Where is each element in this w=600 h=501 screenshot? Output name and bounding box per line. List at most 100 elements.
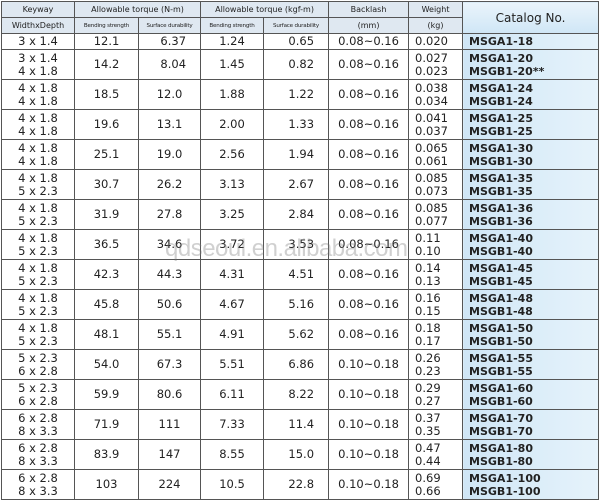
header-keyway: Keyway bbox=[1, 1, 75, 18]
catalog-cell-value: MSGB1-55 bbox=[469, 364, 533, 378]
catalog-cell-value: MSGB1-40 bbox=[469, 244, 533, 258]
surface-kgf-cell: 3.53 bbox=[263, 229, 330, 260]
weight-cell: 0.065 0.061 bbox=[408, 139, 464, 170]
catalog-cell-value: MSGB1-24 bbox=[469, 94, 533, 108]
weight-cell-value: 0.073 bbox=[415, 183, 448, 198]
weight-cell: 0.26 0.23 bbox=[408, 349, 464, 380]
weight-cell: 0.085 0.077 bbox=[408, 199, 464, 230]
backlash-cell: 0.08~0.16 bbox=[328, 139, 410, 170]
weight-cell-value: 0.077 bbox=[415, 213, 448, 228]
keyway-cell-value: 4 x 1.8 bbox=[18, 93, 58, 108]
keyway-cell: 4 x 1.8 5 x 2.3 bbox=[1, 199, 75, 230]
catalog-cell-value: MSGB1-70 bbox=[469, 424, 533, 438]
header-bending-nm: Bending strength bbox=[74, 17, 139, 34]
backlash-cell: 0.10~0.18 bbox=[328, 409, 410, 440]
weight-cell-value: 0.020 bbox=[415, 34, 448, 48]
bending-kgf-cell: 10.5 bbox=[200, 469, 265, 500]
table-row: 3 x 1.4 4 x 1.8 14.2 8.04 1.45 0.82 0.08~0.16 0… bbox=[1, 49, 600, 80]
weight-cell-value: 0.041 bbox=[415, 110, 448, 125]
backlash-cell: 0.10~0.18 bbox=[328, 379, 410, 410]
catalog-cell-value: MSGA1-45 bbox=[469, 261, 533, 275]
catalog-cell-value: MSGA1-55 bbox=[469, 351, 533, 365]
bending-kgf-cell: 4.67 bbox=[200, 289, 265, 320]
table-row: 4 x 1.8 4 x 1.8 18.5 12.0 1.88 1.22 0.08~0.16 0… bbox=[1, 79, 600, 110]
catalog-cell-value: MSGA1-40 bbox=[469, 231, 533, 245]
table-row: 3 x 1.4 12.1 6.37 1.24 0.65 0.08~0.16 0.020 MSG… bbox=[1, 33, 600, 50]
weight-cell-value: 0.35 bbox=[415, 423, 441, 438]
weight-cell-value: 0.023 bbox=[415, 63, 448, 78]
weight-cell-value: 0.065 bbox=[415, 140, 448, 155]
keyway-cell-value: 4 x 1.8 bbox=[18, 260, 58, 275]
backlash-cell: 0.10~0.18 bbox=[328, 349, 410, 380]
bending-nm-cell: 83.9 bbox=[74, 439, 139, 470]
weight-cell-value: 0.034 bbox=[415, 93, 448, 108]
backlash-cell: 0.10~0.18 bbox=[328, 439, 410, 470]
catalog-cell-value: MSGA1-80 bbox=[469, 441, 533, 455]
backlash-cell: 0.08~0.16 bbox=[328, 79, 410, 110]
weight-cell-value: 0.47 bbox=[415, 440, 441, 455]
bending-kgf-cell: 1.88 bbox=[200, 79, 265, 110]
keyway-cell: 5 x 2.3 6 x 2.8 bbox=[1, 379, 75, 410]
keyway-cell-value: 5 x 2.3 bbox=[18, 350, 58, 365]
weight-cell: 0.11 0.10 bbox=[408, 229, 464, 260]
surface-kgf-cell: 1.94 bbox=[263, 139, 330, 170]
table-row: 5 x 2.3 6 x 2.8 54.0 67.3 5.51 6.86 0.10~0.18 0… bbox=[1, 349, 600, 380]
catalog-cell: MSGA1-30 MSGB1-30 bbox=[462, 139, 600, 170]
keyway-cell-value: 4 x 1.8 bbox=[18, 170, 58, 185]
bending-nm-cell: 54.0 bbox=[74, 349, 139, 380]
catalog-cell: MSGA1-60 MSGB1-60 bbox=[462, 379, 600, 410]
catalog-cell-value: MSGB1-80 bbox=[469, 454, 533, 468]
weight-cell-value: 0.085 bbox=[415, 200, 448, 215]
surface-nm-cell: 6.37 bbox=[137, 33, 202, 50]
weight-cell: 0.47 0.44 bbox=[408, 439, 464, 470]
bending-nm-cell: 59.9 bbox=[74, 379, 139, 410]
catalog-cell-value: MSGB1-36 bbox=[469, 214, 533, 228]
bending-nm-cell: 42.3 bbox=[74, 259, 139, 290]
keyway-cell: 3 x 1.4 bbox=[1, 33, 75, 50]
catalog-cell: MSGA1-45 MSGB1-45 bbox=[462, 259, 600, 290]
weight-cell-value: 0.038 bbox=[415, 80, 448, 95]
surface-nm-cell: 147 bbox=[137, 439, 202, 470]
weight-cell: 0.69 0.66 bbox=[408, 469, 464, 500]
header-keyway-sub: WidthxDepth bbox=[1, 17, 75, 34]
weight-cell-value: 0.15 bbox=[415, 303, 441, 318]
keyway-cell: 4 x 1.8 5 x 2.3 bbox=[1, 229, 75, 260]
header-bending-kgf: Bending strength bbox=[200, 17, 265, 34]
bending-kgf-cell: 3.25 bbox=[200, 199, 265, 230]
catalog-cell-value: MSGA1-48 bbox=[469, 291, 533, 305]
keyway-cell-value: 6 x 2.8 bbox=[18, 363, 58, 378]
table-row: 6 x 2.8 8 x 3.3 83.9 147 8.55 15.0 0.10~0.18 0.… bbox=[1, 439, 600, 470]
table-row: 4 x 1.8 5 x 2.3 31.9 27.8 3.25 2.84 0.08~0.16 0… bbox=[1, 199, 600, 230]
surface-nm-cell: 67.3 bbox=[137, 349, 202, 380]
bending-nm-cell: 14.2 bbox=[74, 49, 139, 80]
bending-nm-cell: 18.5 bbox=[74, 79, 139, 110]
table-row: 4 x 1.8 4 x 1.8 19.6 13.1 2.00 1.33 0.08~0.16 0… bbox=[1, 109, 600, 140]
weight-cell-value: 0.14 bbox=[415, 260, 441, 275]
backlash-cell: 0.08~0.16 bbox=[328, 259, 410, 290]
keyway-cell-value: 4 x 1.8 bbox=[18, 230, 58, 245]
weight-cell-value: 0.11 bbox=[415, 230, 441, 245]
surface-kgf-cell: 2.84 bbox=[263, 199, 330, 230]
header-surface-nm: Surface durability bbox=[137, 17, 202, 34]
surface-kgf-cell: 5.16 bbox=[263, 289, 330, 320]
keyway-cell: 4 x 1.8 5 x 2.3 bbox=[1, 169, 75, 200]
weight-cell-value: 0.061 bbox=[415, 153, 448, 168]
weight-cell: 0.027 0.023 bbox=[408, 49, 464, 80]
backlash-cell: 0.10~0.18 bbox=[328, 469, 410, 500]
surface-nm-cell: 13.1 bbox=[137, 109, 202, 140]
surface-nm-cell: 80.6 bbox=[137, 379, 202, 410]
keyway-cell-value: 6 x 2.8 bbox=[18, 410, 58, 425]
table-row: 6 x 2.8 8 x 3.3 71.9 111 7.33 11.4 0.10~0.18 0.… bbox=[1, 409, 600, 440]
weight-cell: 0.29 0.27 bbox=[408, 379, 464, 410]
keyway-cell-value: 5 x 2.3 bbox=[18, 303, 58, 318]
catalog-cell: MSGA1-48 MSGB1-48 bbox=[462, 289, 600, 320]
bending-kgf-cell: 4.31 bbox=[200, 259, 265, 290]
keyway-cell: 5 x 2.3 6 x 2.8 bbox=[1, 349, 75, 380]
catalog-cell-value: MSGA1-36 bbox=[469, 201, 533, 215]
weight-cell: 0.16 0.15 bbox=[408, 289, 464, 320]
bending-nm-cell: 48.1 bbox=[74, 319, 139, 350]
keyway-cell-value: 5 x 2.3 bbox=[18, 380, 58, 395]
surface-kgf-cell: 0.65 bbox=[263, 33, 330, 50]
bending-kgf-cell: 1.24 bbox=[200, 33, 265, 50]
table-row: 4 x 1.8 5 x 2.3 48.1 55.1 4.91 5.62 0.08~0.16 0… bbox=[1, 319, 600, 350]
